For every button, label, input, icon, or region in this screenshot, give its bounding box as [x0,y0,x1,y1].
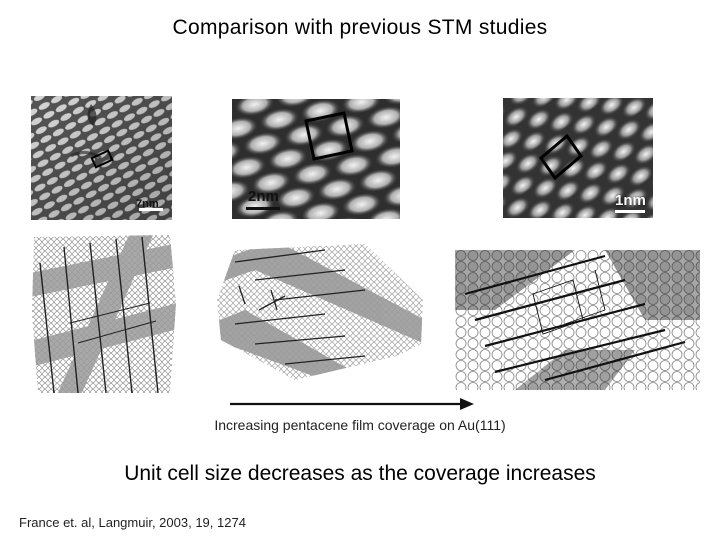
scale-label: 2nm [248,188,279,205]
stm-image-mid-coverage: 2nm [232,99,400,219]
arrow-caption: Increasing pentacene film coverage on Au… [214,417,506,433]
citation: France et. al, Langmuir, 2003, 19, 1274 [19,515,246,530]
molecular-model-mid-coverage [215,240,425,384]
stm-image-high-coverage: 1nm [503,98,653,218]
molecular-model-low-coverage [30,233,178,397]
molecular-model-high-coverage [455,250,700,390]
conclusion-text: Unit cell size decreases as the coverage… [124,462,596,485]
coverage-arrow [230,398,474,410]
stm-image-low-coverage: 7nm [31,96,172,220]
scale-label: 7nm [136,198,159,210]
scale-label: 1nm [615,192,646,209]
slide-title: Comparison with previous STM studies [172,16,548,39]
